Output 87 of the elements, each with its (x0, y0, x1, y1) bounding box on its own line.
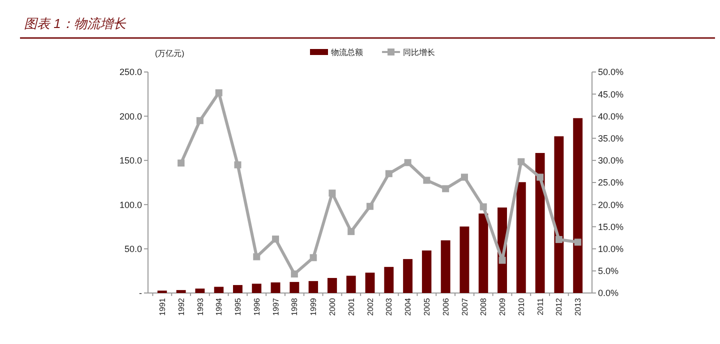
y2-tick-label: 35.0% (598, 133, 624, 144)
y-axis-title: (万亿元) (155, 49, 185, 58)
y-tick-label: 250.0 (119, 67, 142, 78)
bar (176, 290, 186, 293)
y2-tick-label: 10.0% (598, 244, 624, 254)
point (328, 190, 336, 197)
x-tick-label: 2002 (366, 297, 375, 316)
x-tick-label: 2003 (384, 297, 394, 316)
point (555, 236, 562, 244)
y2-tick-label: 20.0% (598, 200, 624, 210)
bar (384, 266, 394, 293)
y2-tick-label: 15.0% (598, 222, 624, 232)
bar (214, 286, 224, 293)
x-tick-label: 1998 (290, 297, 300, 316)
point (460, 174, 468, 181)
bar (195, 288, 205, 293)
x-tick-label: 2010 (516, 297, 526, 316)
y-tick-label: 150.0 (119, 156, 142, 166)
y2-tick-label: 30.0% (598, 156, 624, 166)
point (215, 89, 222, 96)
bar (365, 272, 375, 293)
legend-label: 同比增长 (403, 48, 435, 57)
point (272, 236, 280, 243)
x-tick-label: 2005 (422, 297, 432, 316)
y2-tick-label: 50.0% (598, 67, 624, 78)
bar (460, 226, 470, 293)
bar (327, 278, 337, 293)
x-tick-label: 1999 (309, 297, 318, 316)
point (348, 228, 355, 236)
x-tick-label: 1997 (271, 297, 280, 316)
x-tick-label: 2011 (536, 297, 545, 316)
x-tick-label: 2001 (346, 297, 356, 316)
bar (554, 136, 564, 293)
bar (308, 281, 318, 293)
bar (573, 118, 583, 293)
y-tick-label: 50.0 (124, 244, 142, 254)
x-tick-label: 2007 (460, 297, 470, 316)
point (196, 117, 204, 124)
legend-label: 物流总额 (331, 48, 363, 57)
bar (252, 284, 262, 293)
point (536, 174, 544, 181)
y-tick-label: 100.0 (119, 200, 142, 210)
bar (270, 282, 280, 293)
y2-tick-label: 45.0% (598, 89, 624, 100)
y2-tick-label: 5.0% (598, 266, 619, 276)
point (178, 160, 185, 167)
bar (403, 259, 413, 293)
y-tick-label: 200.0 (119, 111, 142, 122)
x-tick-label: 2009 (498, 297, 508, 316)
x-tick-label: 1992 (176, 297, 186, 316)
bar (440, 240, 450, 293)
x-tick-label: 2012 (554, 297, 564, 316)
x-tick-label: 2004 (404, 297, 413, 316)
bar (516, 182, 526, 293)
point (442, 185, 450, 192)
point (423, 176, 430, 184)
point (310, 254, 317, 262)
y2-tick-label: 25.0% (598, 178, 624, 188)
point (480, 203, 487, 210)
x-tick-label: 2008 (479, 297, 488, 316)
point (404, 159, 412, 166)
point (574, 238, 582, 246)
x-tick-label: 1994 (214, 297, 224, 316)
bar (422, 250, 432, 293)
point (385, 170, 392, 178)
x-tick-label: 1995 (234, 297, 243, 316)
x-tick-label: 1996 (252, 297, 262, 316)
chart-title: 图表 1：物流增长 (24, 16, 127, 31)
bar (290, 282, 300, 293)
bar (535, 152, 545, 293)
bar (346, 276, 356, 293)
point (498, 256, 506, 264)
x-tick-label: 1993 (196, 297, 205, 316)
bar (233, 285, 242, 293)
y2-tick-label: 0.0% (598, 288, 619, 298)
point (366, 202, 374, 210)
y2-tick-label: 40.0% (598, 111, 624, 122)
y-tick-label: - (139, 288, 142, 298)
x-tick-label: 2013 (574, 297, 583, 316)
point (518, 158, 525, 166)
point (253, 253, 260, 260)
point (234, 161, 242, 168)
bar (478, 214, 488, 293)
x-tick-label: 1991 (158, 297, 167, 316)
x-tick-label: 2006 (441, 297, 450, 316)
x-tick-label: 2000 (328, 297, 338, 316)
point (290, 270, 298, 278)
